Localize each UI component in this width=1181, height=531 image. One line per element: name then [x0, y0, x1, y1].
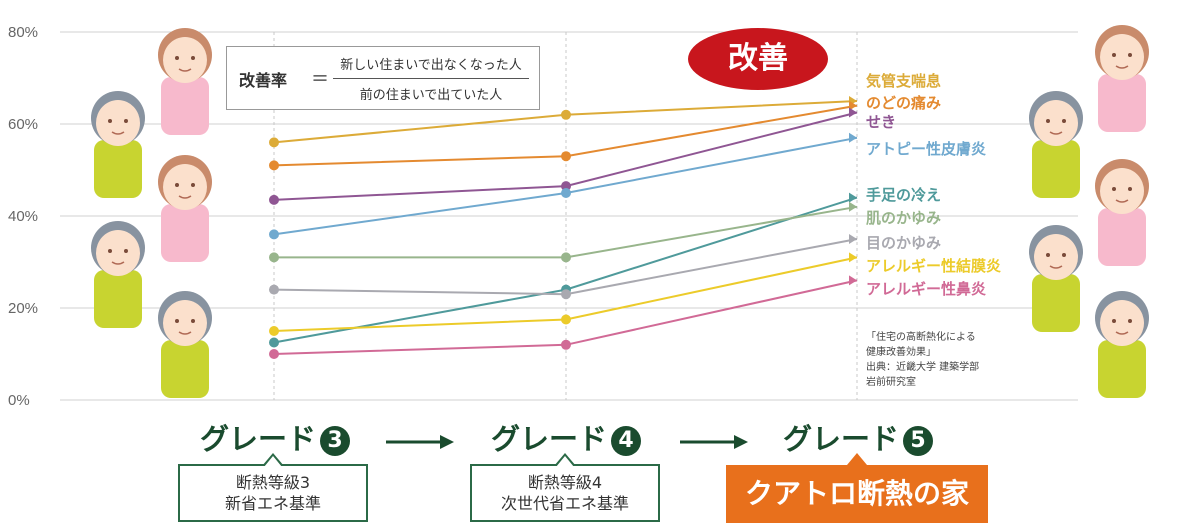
data-point-arrow — [849, 132, 857, 143]
series-label: のどの痛み — [866, 94, 942, 112]
formula-divider — [333, 78, 529, 79]
data-point — [561, 339, 571, 350]
series-0 — [269, 96, 858, 148]
grade-4-insulation: 断熱等級4 — [527, 473, 603, 492]
data-point-arrow — [849, 275, 857, 286]
person-icon — [1029, 225, 1083, 332]
series-label: アレルギー性結膜炎 — [866, 257, 1002, 275]
series-5 — [269, 201, 858, 263]
data-point-arrow — [849, 192, 857, 203]
series-label: 手足の冷え — [866, 186, 942, 204]
data-point — [561, 252, 571, 263]
data-point — [269, 160, 279, 171]
y-tick-label: 80% — [8, 24, 38, 41]
grade-3-standard: 新省エネ基準 — [224, 494, 321, 513]
series-7 — [269, 252, 858, 336]
source-line-4: 岩前研究室 — [866, 377, 916, 388]
data-point — [269, 194, 279, 205]
data-point — [269, 137, 279, 148]
grade-5-label: グレード 5 — [783, 416, 934, 458]
formula-numerator: 新しい住まいで出なくなった人 — [340, 58, 522, 73]
formula-denominator: 前の住まいで出ていた人 — [359, 88, 503, 103]
series-3 — [269, 132, 858, 240]
grade-3-info-box: 断熱等級3 新省エネ基準 — [178, 453, 368, 522]
data-point — [269, 284, 279, 295]
series-label: 肌のかゆみ — [866, 209, 942, 227]
grade-4-label: グレード 4 — [491, 416, 642, 458]
y-tick-label: 20% — [8, 300, 38, 317]
series-label: アトピー性皮膚炎 — [866, 140, 987, 158]
person-icon — [1095, 159, 1149, 266]
formula-label: 改善率 — [239, 71, 288, 90]
grade-3-insulation: 断熱等級3 — [235, 473, 311, 492]
grade-3-number: 3 — [320, 426, 351, 456]
person-icon — [91, 221, 145, 328]
arrow-right-icon — [680, 435, 748, 449]
chart-series — [269, 96, 858, 359]
series-label: アレルギー性鼻炎 — [866, 280, 987, 298]
person-icon — [158, 155, 212, 262]
data-point — [561, 289, 571, 300]
improvement-rate-formula: 改善率 ＝ 新しい住まいで出なくなった人 前の住まいで出ていた人 — [226, 46, 540, 110]
improvement-badge: 改善 — [688, 28, 828, 90]
chart-grid: 0% 20% 40% 60% 80% — [8, 24, 1078, 409]
people-illustrations — [91, 25, 1149, 398]
data-point — [269, 229, 279, 240]
quattro-house-box: クアトロ断熱の家 — [726, 453, 988, 523]
data-point — [561, 109, 571, 120]
y-tick-label: 60% — [8, 116, 38, 133]
formula-equals: ＝ — [311, 69, 329, 90]
series-label: 目のかゆみ — [866, 234, 942, 252]
source-line-2: 健康改善効果」 — [866, 347, 936, 358]
series-label: せき — [866, 113, 897, 131]
series-1 — [269, 100, 858, 171]
grade-4-info-box: 断熱等級4 次世代省エネ基準 — [470, 453, 660, 522]
data-point-arrow — [849, 201, 857, 212]
arrow-right-icon — [386, 435, 454, 449]
series-label: 気管支喘息 — [866, 72, 942, 90]
data-point — [269, 252, 279, 263]
y-tick-label: 40% — [8, 208, 38, 225]
series-6 — [269, 234, 858, 300]
series-2 — [269, 107, 858, 205]
data-point-arrow — [849, 252, 857, 263]
data-point — [269, 326, 279, 336]
source-citation: 「住宅の高断熱化による 健康改善効果」 出典：近畿大学 建築学部 岩前研究室 — [866, 330, 979, 390]
grade-5-number: 5 — [903, 426, 934, 456]
series-8 — [269, 275, 858, 359]
data-point-arrow — [849, 234, 857, 244]
person-icon — [158, 291, 212, 398]
person-icon — [1095, 25, 1149, 132]
data-point-arrow — [849, 107, 857, 118]
data-point — [561, 188, 571, 198]
data-point — [269, 349, 279, 359]
data-point — [269, 337, 279, 348]
source-line-3: 出典：近畿大学 建築学部 — [866, 362, 980, 373]
data-point — [561, 151, 571, 162]
grade-3-text: グレード — [200, 422, 317, 456]
grade-3-label: グレード 3 — [200, 416, 351, 458]
data-point — [561, 314, 571, 325]
y-tick-label: 0% — [8, 392, 30, 409]
person-icon — [91, 91, 145, 198]
source-line-1: 「住宅の高断熱化による — [866, 332, 976, 343]
data-point-arrow — [849, 100, 857, 111]
grade-5-text: グレード — [783, 422, 900, 456]
person-icon — [1095, 291, 1149, 398]
person-icon — [158, 28, 212, 135]
grade-4-number: 4 — [611, 426, 642, 456]
data-point — [561, 181, 571, 192]
grade-4-text: グレード — [491, 422, 608, 456]
person-icon — [1029, 91, 1083, 198]
grade-4-standard: 次世代省エネ基準 — [500, 494, 629, 513]
